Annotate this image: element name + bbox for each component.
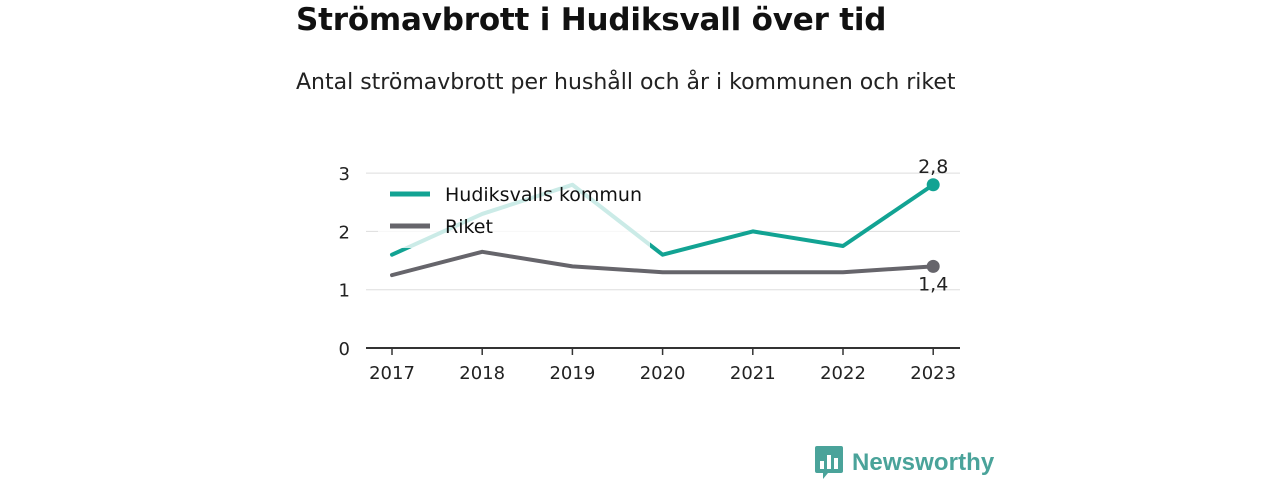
- series-end-point: [926, 178, 940, 192]
- x-tick-label: 2021: [730, 363, 776, 384]
- y-axis-ticks: 0 1 2 3: [339, 164, 350, 360]
- legend-label: Riket: [445, 216, 493, 238]
- x-tick-label: 2022: [820, 363, 866, 384]
- brand-name: Newsworthy: [852, 449, 995, 476]
- chart-subtitle: Antal strömavbrott per hushåll och år i …: [296, 70, 956, 95]
- x-tick-label: 2017: [369, 363, 415, 384]
- y-tick-label: 3: [339, 164, 350, 185]
- line-chart: 0 1 2 3 2017 2018 2019 2020 2021 2022 2023 Hudiks…: [339, 156, 960, 384]
- bar-chart-icon: [815, 446, 843, 479]
- data-label: 1,4: [918, 273, 948, 295]
- y-tick-label: 0: [339, 339, 350, 360]
- data-label: 2,8: [918, 156, 948, 178]
- legend-background: [378, 176, 650, 248]
- brand-logo: Newsworthy: [815, 446, 994, 480]
- y-tick-label: 2: [339, 222, 350, 243]
- x-tick-label: 2023: [910, 363, 956, 384]
- x-tick-label: 2020: [640, 363, 686, 384]
- x-tick-label: 2018: [459, 363, 505, 384]
- series-end-point: [926, 259, 940, 273]
- series-line: [390, 249, 936, 278]
- x-axis: 2017 2018 2019 2020 2021 2022 2023: [366, 347, 960, 384]
- legend-label: Hudiksvalls kommun: [445, 184, 642, 206]
- chart-title: Strömavbrott i Hudiksvall över tid: [296, 2, 887, 38]
- y-tick-label: 1: [339, 281, 350, 302]
- data-labels: 2,8 1,4: [918, 156, 948, 296]
- legend: Hudiksvalls kommun Riket: [378, 176, 650, 248]
- x-tick-label: 2019: [549, 363, 595, 384]
